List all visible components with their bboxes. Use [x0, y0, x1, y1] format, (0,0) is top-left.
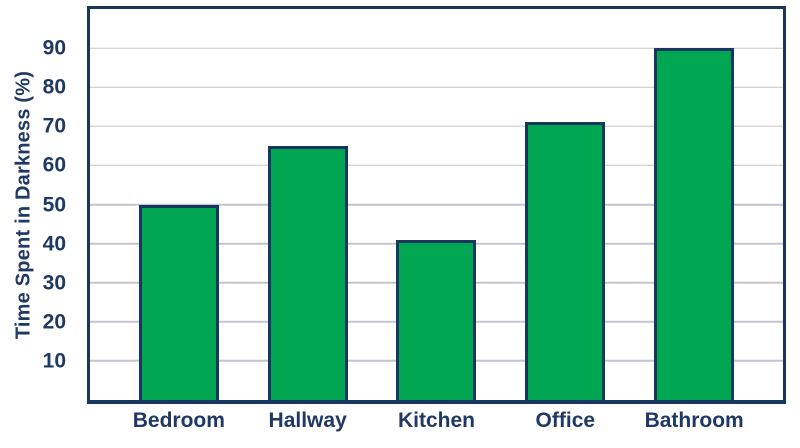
x-category-label-office: Office	[535, 409, 596, 432]
y-tick-label-90: 90	[42, 36, 66, 60]
y-tick-label-50: 50	[42, 193, 66, 216]
bar-bedroom	[138, 204, 219, 400]
y-tick-label-30: 30	[42, 271, 66, 295]
y-tick-label-60: 60	[42, 153, 66, 177]
bar-bathroom	[654, 48, 735, 400]
x-label-slot-kitchen: Kitchen	[396, 409, 476, 432]
plot-area	[87, 6, 786, 404]
gridline-70	[90, 125, 783, 128]
y-tick-label-10: 10	[42, 349, 66, 373]
x-category-label-hallway: Hallway	[268, 409, 347, 432]
x-label-slot-office: Office	[525, 409, 605, 432]
x-axis-labels: Bedroom Hallway Kitchen Office Bathroom	[90, 409, 783, 435]
gridline-90	[90, 47, 783, 49]
gridline-80	[90, 86, 783, 88]
x-category-label-kitchen: Kitchen	[397, 409, 475, 432]
bar-hallway	[267, 145, 348, 400]
gridline-60	[90, 164, 783, 167]
x-label-slot-bedroom: Bedroom	[133, 409, 225, 432]
y-tick-label-40: 40	[42, 232, 66, 256]
y-tick-label-70: 70	[42, 114, 66, 138]
bar-office	[525, 122, 606, 400]
y-tick-label-80: 80	[42, 75, 66, 99]
x-category-label-bathroom: Bathroom	[644, 409, 744, 432]
y-axis-tick-labels: 10 20 30 40 50 60 70 80 90	[0, 9, 66, 400]
y-tick-label-20: 20	[42, 310, 66, 334]
bars-row	[90, 9, 783, 400]
x-label-slot-bathroom: Bathroom	[645, 409, 744, 432]
gridline-50	[90, 203, 783, 206]
x-label-slot-hallway: Hallway	[268, 409, 348, 432]
x-category-label-bedroom: Bedroom	[132, 409, 225, 432]
bar-kitchen	[396, 239, 477, 400]
